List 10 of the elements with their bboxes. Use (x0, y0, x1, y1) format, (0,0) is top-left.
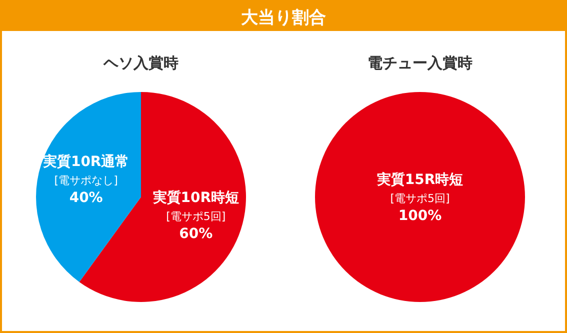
data-label: 100% (398, 208, 442, 224)
slice-label: 実質10R通常 [電サポなし] (42, 153, 130, 188)
slice-label: 実質10R時短 [電サポ5回] (152, 188, 240, 223)
text: 大当り割合 (241, 8, 326, 28)
pie-slice (36, 92, 141, 282)
chart-title: 電チュー入賞時 (368, 54, 472, 72)
data-label: 60% (179, 226, 213, 242)
data-label: 40% (69, 190, 103, 206)
chart-title: ヘソ入賞時 (102, 54, 178, 72)
slice-label: 実質15R時短 [電サポ5回] (376, 171, 464, 205)
